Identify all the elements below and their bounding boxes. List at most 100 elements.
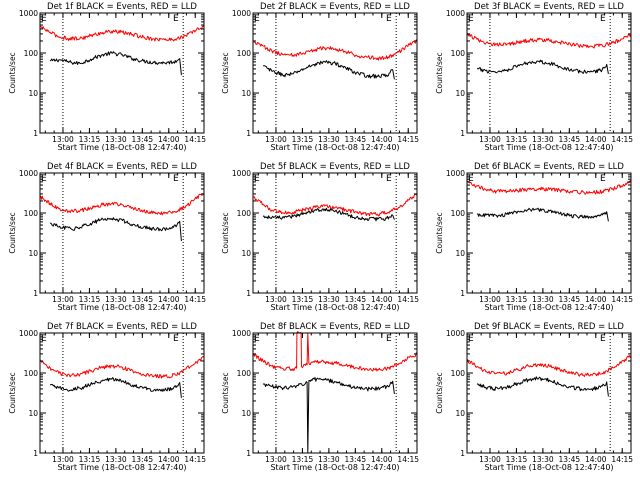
x-axis-label: Start Time (18-Oct-08 12:47:40) (57, 143, 186, 152)
y-axis-label: Counts/sec (435, 212, 444, 253)
y-tick-label: 1 (33, 289, 38, 298)
x-tick-label: 14:15 (397, 455, 419, 464)
x-axis-label: Start Time (18-Oct-08 12:47:40) (57, 463, 186, 472)
x-tick-label: 13:15 (292, 295, 314, 304)
y-tick-label: 10 (28, 89, 38, 98)
series-line-events (262, 377, 395, 454)
x-tick-label: 13:45 (345, 135, 367, 144)
y-tick-label: 1 (460, 289, 465, 298)
x-tick-label: 13:30 (105, 455, 127, 464)
marker-label-left: E (254, 334, 260, 344)
y-axis-label: Counts/sec (8, 212, 17, 253)
chart-title: Det 7f BLACK = Events, RED = LLD (47, 322, 197, 332)
x-tick-label: 14:00 (158, 135, 180, 144)
x-tick-label: 13:30 (532, 295, 554, 304)
y-tick-label: 1000 (446, 169, 465, 178)
y-tick-label: 10 (241, 409, 251, 418)
x-tick-label: 13:00 (265, 295, 287, 304)
chart-title: Det 8f BLACK = Events, RED = LLD (260, 322, 410, 332)
x-tick-label: 14:00 (371, 295, 393, 304)
y-tick-label: 1000 (446, 329, 465, 338)
marker-label-left: E (468, 174, 474, 184)
x-tick-label: 14:00 (158, 455, 180, 464)
x-tick-label: 13:00 (479, 295, 501, 304)
x-tick-label: 13:15 (79, 295, 101, 304)
x-tick-label: 14:15 (611, 135, 633, 144)
x-tick-label: 13:45 (132, 295, 154, 304)
x-axis-label: Start Time (18-Oct-08 12:47:40) (484, 303, 613, 312)
series-line-lld (466, 180, 632, 195)
marker-label-right: E (173, 14, 179, 24)
plot-frame (252, 332, 418, 454)
y-axis-label: Counts/sec (221, 212, 230, 253)
series-line-events (476, 59, 609, 74)
series-line-events (263, 60, 395, 80)
x-tick-label: 13:30 (318, 455, 340, 464)
plot-frame (39, 332, 205, 454)
marker-label-left: E (468, 14, 474, 24)
marker-label-left: E (41, 174, 47, 184)
marker-label-left: E (254, 14, 260, 24)
plot-frame (39, 172, 205, 294)
plot-frame (39, 12, 205, 134)
marker-label-right: E (600, 174, 606, 184)
series-line-lld (40, 25, 205, 42)
plot-frame (252, 12, 418, 134)
series-line-events (476, 207, 609, 222)
x-tick-label: 13:00 (265, 135, 287, 144)
marker-label-left: E (254, 174, 260, 184)
x-tick-label: 14:00 (585, 135, 607, 144)
x-tick-label: 13:30 (105, 135, 127, 144)
marker-label-right: E (600, 14, 606, 24)
x-tick-label: 13:15 (506, 135, 528, 144)
x-tick-label: 13:00 (479, 455, 501, 464)
chart-title: Det 4f BLACK = Events, RED = LLD (47, 162, 197, 172)
plot-frame (466, 172, 632, 294)
marker-label-left: E (41, 14, 47, 24)
x-tick-label: 13:15 (506, 295, 528, 304)
plot-frame (466, 332, 632, 454)
marker-label-right: E (386, 174, 392, 184)
x-tick-label: 14:15 (184, 455, 206, 464)
x-tick-label: 13:30 (318, 135, 340, 144)
y-tick-label: 1 (246, 129, 251, 138)
y-tick-label: 1 (246, 449, 251, 458)
y-axis-label: Counts/sec (221, 372, 230, 413)
x-tick-label: 13:00 (265, 455, 287, 464)
x-tick-label: 13:45 (345, 295, 367, 304)
series-line-events (49, 51, 182, 76)
x-axis-label: Start Time (18-Oct-08 12:47:40) (484, 143, 613, 152)
y-tick-label: 100 (451, 209, 466, 218)
x-tick-label: 13:00 (52, 135, 74, 144)
x-tick-label: 13:45 (559, 295, 581, 304)
x-tick-label: 14:15 (184, 135, 206, 144)
x-tick-label: 13:00 (52, 295, 74, 304)
chart-title: Det 3f BLACK = Events, RED = LLD (474, 2, 624, 12)
x-tick-label: 14:00 (585, 455, 607, 464)
y-axis-label: Counts/sec (8, 52, 17, 93)
y-tick-label: 1 (460, 129, 465, 138)
x-tick-label: 14:00 (585, 295, 607, 304)
series-line-lld (466, 33, 632, 49)
x-tick-label: 13:15 (79, 135, 101, 144)
x-tick-label: 14:00 (158, 295, 180, 304)
y-tick-label: 1000 (232, 329, 251, 338)
y-axis-label: Counts/sec (221, 52, 230, 93)
series-line-events (476, 376, 609, 397)
series-line-events (49, 217, 182, 242)
x-tick-label: 14:15 (397, 135, 419, 144)
y-tick-label: 1000 (232, 169, 251, 178)
x-axis-label: Start Time (18-Oct-08 12:47:40) (484, 463, 613, 472)
y-tick-label: 100 (24, 209, 39, 218)
marker-label-left: E (468, 334, 474, 344)
y-axis-label: Counts/sec (435, 52, 444, 93)
y-tick-label: 1000 (446, 9, 465, 18)
x-axis-label: Start Time (18-Oct-08 12:47:40) (270, 303, 399, 312)
